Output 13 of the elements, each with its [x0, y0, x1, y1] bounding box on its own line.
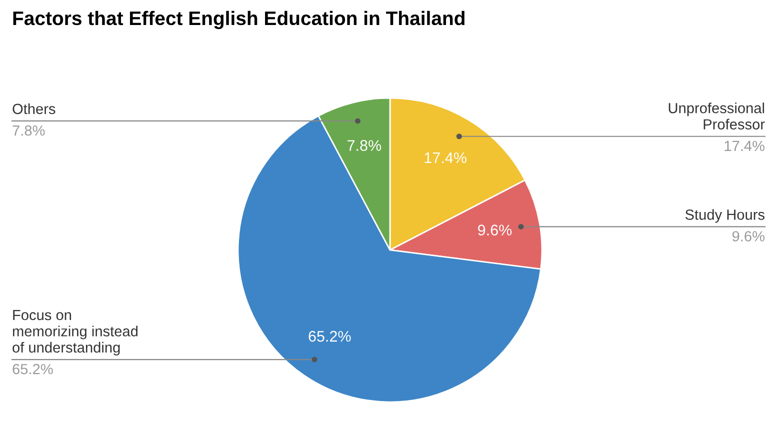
slice-label: Others: [12, 103, 56, 114]
slice-label: Unprofessional Professor: [668, 102, 765, 130]
data-label: 17.4%: [424, 152, 466, 164]
text: 17.4%: [724, 140, 764, 152]
data-label: 7.8%: [348, 140, 382, 151]
slice-label: Study Hours: [685, 209, 764, 223]
text: 65.2%: [12, 364, 53, 374]
text: 9.6%: [732, 231, 764, 242]
slice-label: Focus on memorizing instead of understanding: [12, 310, 138, 356]
chart-title: Factors that Effect English Education in Thailand: [13, 10, 464, 30]
data-label: 65.2%: [308, 330, 351, 342]
data-label: 9.6%: [478, 224, 512, 236]
text: 7.8%: [12, 125, 45, 136]
